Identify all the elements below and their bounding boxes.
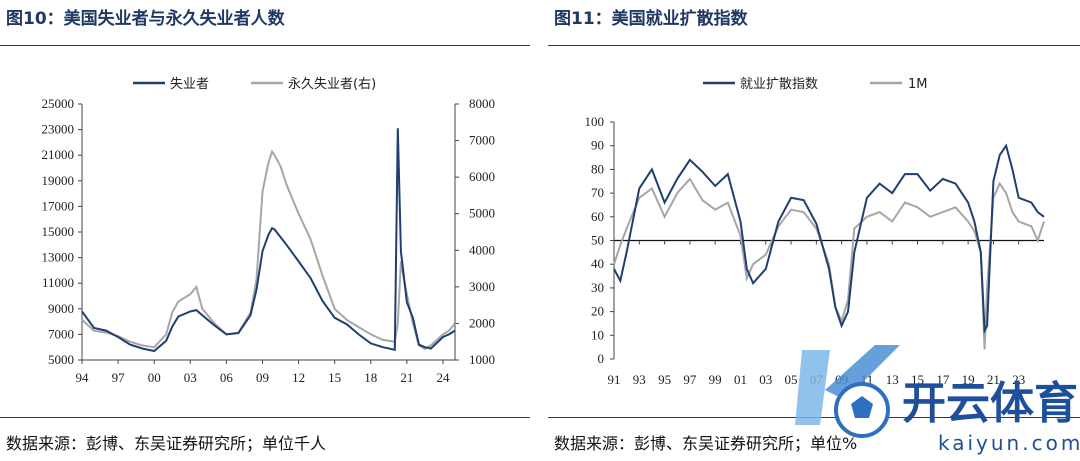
series-line-1m [613, 177, 1045, 350]
x-tick-label: 05 [785, 372, 798, 387]
x-tick-label: 19 [962, 372, 975, 387]
y-right-tick-label: 1000 [469, 352, 495, 367]
x-tick-label: 21 [987, 372, 1000, 387]
y-left-tick-label: 9000 [48, 301, 74, 316]
y-left-tick-label: 5000 [48, 352, 74, 367]
y-right-tick-label: 4000 [469, 242, 495, 257]
x-tick-label: 94 [76, 370, 90, 385]
watermark-brand: 开云体育 [902, 378, 1078, 429]
y-left-tick-label: 7000 [48, 326, 74, 341]
y-tick-label: 40 [591, 256, 604, 271]
x-tick-label: 01 [734, 372, 747, 387]
watermark-domain: kaiyun.com [938, 431, 1080, 455]
x-tick-label: 12 [292, 370, 305, 385]
x-tick-label: 18 [364, 370, 377, 385]
x-tick-label: 97 [112, 370, 126, 385]
x-tick-label: 23 [1012, 372, 1025, 387]
x-tick-label: 15 [911, 372, 924, 387]
x-tick-label: 17 [936, 372, 950, 387]
x-tick-label: 99 [709, 372, 722, 387]
y-left-tick-label: 11000 [42, 275, 74, 290]
y-tick-label: 60 [591, 209, 604, 224]
y-tick-label: 10 [591, 327, 604, 342]
figure-10-bottom-rule [0, 417, 530, 418]
x-tick-label: 93 [633, 372, 646, 387]
y-right-tick-label: 3000 [469, 279, 495, 294]
y-tick-label: 90 [591, 138, 604, 153]
x-tick-label: 09 [256, 370, 269, 385]
y-right-tick-label: 6000 [469, 169, 495, 184]
legend-label-unemployed: 失业者 [170, 77, 209, 92]
x-tick-label: 95 [658, 372, 671, 387]
x-tick-label: 91 [608, 372, 621, 387]
x-tick-label: 15 [328, 370, 341, 385]
y-left-tick-label: 17000 [42, 198, 75, 213]
y-tick-label: 30 [591, 280, 604, 295]
figure-10-source: 数据来源：彭博、东吴证券研究所；单位千人 [6, 434, 327, 453]
y-left-tick-label: 23000 [42, 122, 75, 137]
legend-label-diffusion: 就业扩散指数 [740, 77, 818, 92]
unemployed-chart: 25000 23000 21000 19000 17000 15000 13000 11000… [42, 77, 496, 385]
y-tick-label: 20 [591, 304, 604, 319]
y-right-tick-label: 2000 [469, 315, 495, 330]
figure-11-title: 图11：美国就业扩散指数 [554, 9, 748, 29]
x-tick-label: 24 [436, 370, 450, 385]
series-line-unemployed [81, 128, 456, 353]
y-left-tick-label: 19000 [42, 173, 75, 188]
figure-10-top-rule [0, 45, 530, 46]
x-tick-label: 00 [148, 370, 161, 385]
y-right-tick-label: 5000 [469, 206, 495, 221]
y-left-tick-label: 21000 [42, 147, 75, 162]
legend-label-1m: 1M [908, 77, 928, 92]
x-tick-label: 13 [886, 372, 899, 387]
y-left-tick-label: 13000 [42, 250, 75, 265]
y-tick-label: 70 [591, 185, 604, 200]
figure-10-title: 图10：美国失业者与永久失业者人数 [6, 9, 285, 29]
soccer-ball-icon [795, 345, 900, 438]
figure-11-top-rule [548, 45, 1080, 46]
series-line-diffusion-index [613, 143, 1045, 335]
x-tick-label: 06 [220, 370, 234, 385]
y-tick-label: 80 [591, 161, 604, 176]
kaiyun-watermark-logo: 开云体育 kaiyun.com [795, 345, 1080, 455]
figure-11-source: 数据来源：彭博、东吴证券研究所；单位% [554, 434, 858, 453]
figure-10-panel: 图10：美国失业者与永久失业者人数 25000 23000 21000 19000 17… [0, 0, 530, 461]
y-tick-label: 100 [585, 114, 605, 129]
x-tick-label: 97 [683, 372, 697, 387]
x-tick-label: 03 [759, 372, 772, 387]
y-left-tick-label: 15000 [42, 224, 75, 239]
y-tick-label: 50 [591, 233, 604, 248]
x-tick-label: 21 [400, 370, 413, 385]
y-right-tick-label: 7000 [469, 133, 495, 148]
y-tick-label: 0 [598, 351, 605, 366]
x-tick-label: 03 [184, 370, 197, 385]
legend-label-permanent: 永久失业者(右) [288, 77, 376, 92]
y-left-tick-label: 25000 [42, 96, 75, 111]
y-right-tick-label: 8000 [469, 96, 495, 111]
